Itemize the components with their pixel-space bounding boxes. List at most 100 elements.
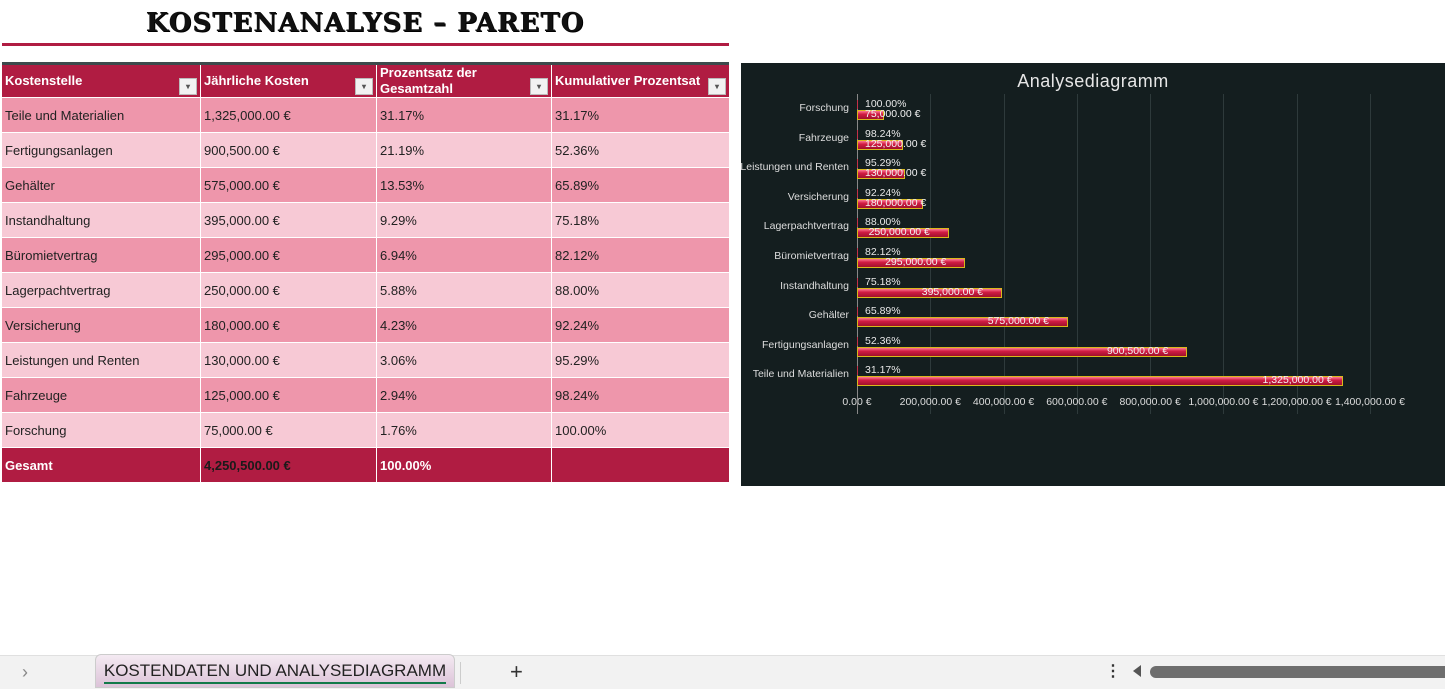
annual-cost-cell[interactable]: 395,000.00 € [201,203,377,237]
cumulative-cell[interactable]: 65.89% [555,177,600,193]
cost-data-label: 75,000.00 € [865,108,921,120]
table-row: Büromietvertrag 295,000.00 €6.94% 82.12% [2,238,729,273]
cost-bar[interactable] [857,139,903,150]
percent-data-label: 95.29% [865,157,901,170]
header-kostenstelle: Kostenstelle ▾ [2,65,201,97]
cost-data-label: 295,000.00 € [885,256,947,268]
cumulative-percent-bar[interactable] [857,248,858,257]
percent-cell[interactable]: 9.29% [377,203,552,237]
annual-cost-cell[interactable]: 1,325,000.00 € [201,98,377,132]
cost-bar[interactable] [857,376,1343,387]
add-sheet-icon[interactable]: + [510,659,523,684]
cost-bar[interactable] [857,228,949,239]
cost-center-cell[interactable]: Büromietvertrag [2,238,201,272]
horizontal-scrollbar[interactable] [1150,666,1445,678]
percent-cell[interactable]: 3.06% [377,343,552,377]
percent-data-label: 88.00% [865,216,901,229]
x-tick-label: 1,400,000.00 € [1334,396,1406,408]
category-label: Leistungen und Renten [740,161,849,174]
cost-center-cell[interactable]: Leistungen und Renten [2,343,201,377]
more-options-icon[interactable]: ⋮ [1105,663,1121,680]
cost-center-cell[interactable]: Instandhaltung [2,203,201,237]
sheet-tab-bar: › KOSTENDATEN UND ANALYSEDIAGRAMM + ⋮ [0,654,1445,689]
percent-cell[interactable]: 2.94% [377,378,552,412]
cumulative-cell[interactable]: 82.12% [555,247,600,263]
cumulative-percent-bar[interactable] [857,307,858,317]
category-label: Versicherung [787,190,849,203]
cost-center-cell[interactable]: Teile und Materialien [2,98,201,132]
annual-cost-cell[interactable]: 250,000.00 € [201,273,377,307]
table-row: Versicherung 180,000.00 €4.23% 92.24% [2,308,729,343]
filter-dropdown-icon[interactable]: ▾ [179,78,197,95]
percent-cell[interactable]: 13.53% [377,168,552,202]
x-tick-label: 200,000.00 € [899,396,961,408]
cumulative-cell[interactable]: 88.00% [555,282,600,298]
active-tab-underline [104,682,446,684]
cost-bar[interactable] [857,198,923,209]
cumulative-percent-bar[interactable] [857,336,858,346]
x-tick-label: 1,200,000.00 € [1261,396,1332,408]
cost-bar[interactable] [857,346,1187,357]
cost-data-label: 1,325,000.00 € [1262,374,1333,387]
cost-center-cell[interactable]: Gehälter [2,168,201,202]
cost-bar[interactable] [857,169,905,180]
filter-dropdown-icon[interactable]: ▾ [355,78,373,95]
cumulative-cell[interactable]: 52.36% [555,142,600,158]
annual-cost-cell[interactable]: 295,000.00 € [201,238,377,272]
table-row: Instandhaltung 395,000.00 €9.29% 75.18% [2,203,729,238]
x-tick-label: 800,000.00 € [1119,396,1181,408]
table-header-row: Kostenstelle ▾ Jährliche Kosten ▾ Prozents… [2,65,729,98]
sheet-tab-kostendaten[interactable]: KOSTENDATEN UND ANALYSEDIAGRAMM [95,654,455,688]
annual-cost-cell[interactable]: 900,500.00 € [201,133,377,167]
annual-cost-cell[interactable]: 125,000.00 € [201,378,377,412]
percent-cell[interactable]: 1.76% [377,413,552,447]
cost-center-cell[interactable]: Lagerpachtvertrag [2,273,201,307]
annual-cost-cell[interactable]: 75,000.00 € [201,413,377,447]
total-label[interactable]: Gesamt [2,448,201,482]
table-row: Leistungen und Renten 130,000.00 €3.06% 95… [2,343,729,378]
cumulative-percent-bar[interactable] [857,129,858,139]
filter-dropdown-icon[interactable]: ▾ [530,78,548,95]
percent-cell[interactable]: 21.19% [377,133,552,167]
total-cumulative[interactable] [552,448,729,482]
percent-cell[interactable]: 6.94% [377,238,552,272]
cumulative-percent-bar[interactable] [857,159,858,169]
cost-center-cell[interactable]: Versicherung [2,308,201,342]
percent-cell[interactable]: 4.23% [377,308,552,342]
cumulative-cell[interactable]: 92.24% [555,317,600,333]
total-percent[interactable]: 100.00% [377,448,552,482]
annual-cost-cell[interactable]: 180,000.00 € [201,308,377,342]
cumulative-percent-bar[interactable] [857,277,858,287]
category-label: Forschung [799,102,849,114]
cumulative-percent-bar[interactable] [857,100,858,109]
cost-table: Kostenstelle ▾ Jährliche Kosten ▾ Prozents… [2,62,729,483]
cost-center-cell[interactable]: Forschung [2,413,201,447]
percent-data-label: 65.89% [865,305,901,318]
filter-dropdown-icon[interactable]: ▾ [708,78,726,95]
cumulative-cell[interactable]: 75.18% [555,212,600,228]
cost-bar[interactable] [857,317,1068,328]
scroll-left-icon[interactable] [1133,665,1141,677]
cumulative-percent-bar[interactable] [857,218,858,228]
cumulative-cell[interactable]: 98.24% [555,387,600,403]
cumulative-cell[interactable]: 100.00% [555,422,607,438]
chevron-right-icon[interactable]: › [22,662,28,682]
cumulative-cell[interactable]: 31.17% [555,107,600,123]
cost-center-cell[interactable]: Fertigungsanlagen [2,133,201,167]
cost-bar[interactable] [857,287,1002,298]
percent-cell[interactable]: 5.88% [377,273,552,307]
cumulative-percent-bar[interactable] [857,366,858,376]
cost-center-cell[interactable]: Fahrzeuge [2,378,201,412]
category-label: Fahrzeuge [798,131,849,144]
total-cost[interactable]: 4,250,500.00 € [201,448,377,482]
annual-cost-cell[interactable]: 575,000.00 € [201,168,377,202]
total-row: Gesamt 4,250,500.00 € 100.00% [2,448,729,483]
annual-cost-cell[interactable]: 130,000.00 € [201,343,377,377]
table-row: Lagerpachtvertrag 250,000.00 €5.88% 88.00% [2,273,729,308]
percent-cell[interactable]: 31.17% [377,98,552,132]
cost-bar[interactable] [857,258,966,268]
analysis-chart[interactable]: Analysediagramm 0.00 €200,000.00 €400,00… [740,63,1445,486]
cumulative-cell[interactable]: 95.29% [555,352,600,368]
cumulative-percent-bar[interactable] [857,188,858,198]
cost-bar[interactable] [857,110,885,120]
